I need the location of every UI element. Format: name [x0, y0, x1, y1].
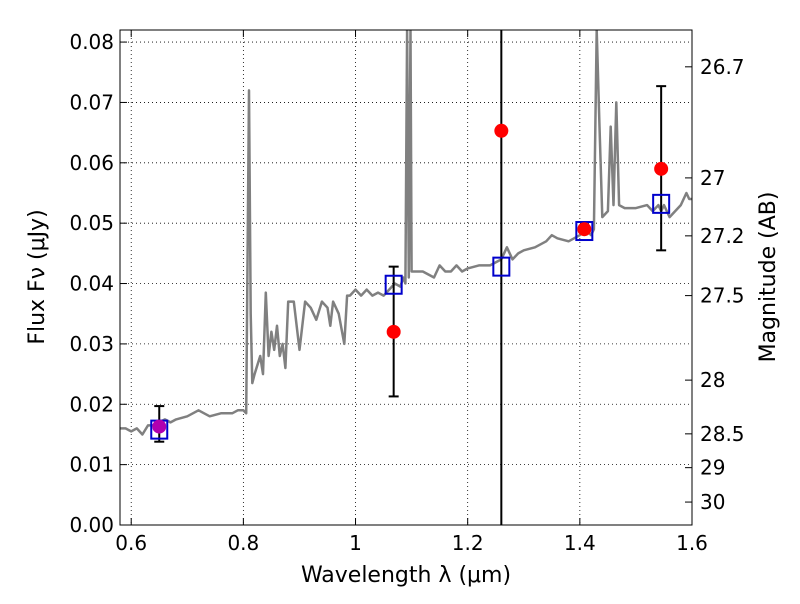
observed-photometry-point — [152, 419, 167, 434]
y-tick-label: 0.08 — [69, 30, 114, 54]
x-tick-label: 1 — [349, 531, 362, 555]
observed-photometry-point — [577, 222, 592, 237]
y-tick-label: 0.07 — [69, 90, 114, 114]
magnitude-tick-label: 28 — [700, 368, 725, 392]
tick-layer: 0.6 0.8 1 1.2 1.4 1.6 0.00 0.01 0.02 0.03 0.04 0.05… — [69, 30, 745, 555]
x-axis-label: Wavelength λ (μm) — [301, 563, 511, 588]
y-axis-label: Flux Fν (μJy) — [25, 209, 50, 344]
x-tick-label: 0.8 — [227, 531, 259, 555]
model-photometry-square — [652, 193, 671, 214]
x-tick-label: 1.4 — [564, 531, 596, 555]
model-photometry-square — [384, 274, 403, 295]
x-tick-label: 1.2 — [452, 531, 484, 555]
model-photometry-square — [492, 256, 511, 277]
y-tick-label: 0.03 — [69, 332, 114, 356]
y-tick-label: 0.04 — [69, 272, 114, 296]
y-tick-label: 0.06 — [69, 151, 114, 175]
magnitude-tick-label: 28.5 — [700, 422, 745, 446]
magnitude-tick-label: 27.2 — [700, 224, 745, 248]
plot-frame — [119, 29, 693, 526]
right-axis-label: Magnitude (AB) — [756, 192, 781, 363]
y-tick-label: 0.05 — [69, 211, 114, 235]
x-tick-label: 0.6 — [115, 531, 147, 555]
observed-photometry-point — [654, 161, 669, 176]
data-layer — [120, 30, 692, 525]
x-tick-label: 1.6 — [676, 531, 708, 555]
y-tick-label: 0.02 — [69, 392, 114, 416]
magnitude-tick-label: 27.5 — [700, 284, 745, 308]
observed-photometry-point — [386, 324, 401, 339]
magnitude-tick-label: 26.7 — [700, 55, 745, 79]
magnitude-tick-label: 29 — [700, 456, 725, 480]
magnitude-tick-label: 30 — [700, 490, 725, 514]
magnitude-tick-label: 27 — [700, 166, 725, 190]
observed-photometry-point — [494, 123, 509, 138]
y-tick-label: 0.01 — [69, 453, 114, 477]
y-tick-label: 0.00 — [69, 513, 114, 537]
model-spectrum-line — [120, 30, 692, 436]
model-photometry-square — [575, 221, 594, 242]
